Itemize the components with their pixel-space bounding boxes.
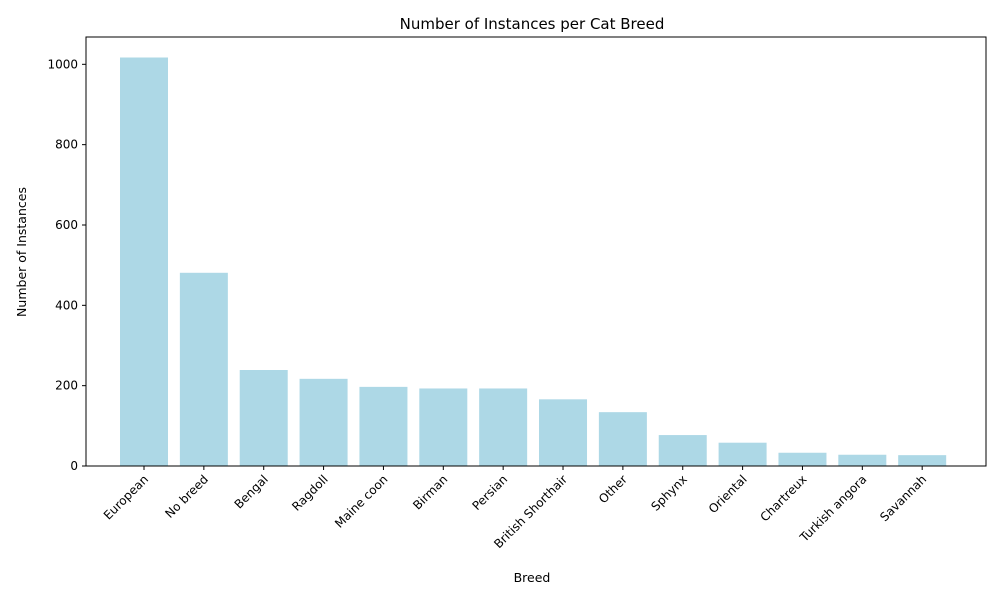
bar-chartreux [778,452,827,466]
y-axis: 0 200 400 600 800 1000 [47,57,86,473]
bar-british-shorthair [539,399,588,466]
x-axis-label: Breed [514,570,551,585]
chart-title: Number of Instances per Cat Breed [400,15,665,33]
bars-group [120,57,947,467]
bar-european [120,57,168,467]
y-tick-label: 0 [70,459,78,473]
bar-bengal [239,370,288,466]
bar-savannah [898,455,947,466]
bar-oriental [718,442,767,466]
bar-birman [419,388,468,466]
bar-other [598,412,647,466]
bar-ragdoll [299,378,348,466]
bar-persian [479,388,528,466]
bar-turkish-angora [838,454,887,466]
bar-sphynx [658,435,707,466]
y-tick-label: 200 [55,379,78,393]
y-axis-label: Number of Instances [14,187,29,317]
bar-maine-coon [359,386,408,466]
y-tick-label: 600 [55,218,78,232]
y-tick-label: 800 [55,138,78,152]
bar-no-breed [179,272,228,466]
y-tick-label: 400 [55,298,78,312]
y-tick-label: 1000 [47,57,78,71]
plot-frame [85,36,987,467]
